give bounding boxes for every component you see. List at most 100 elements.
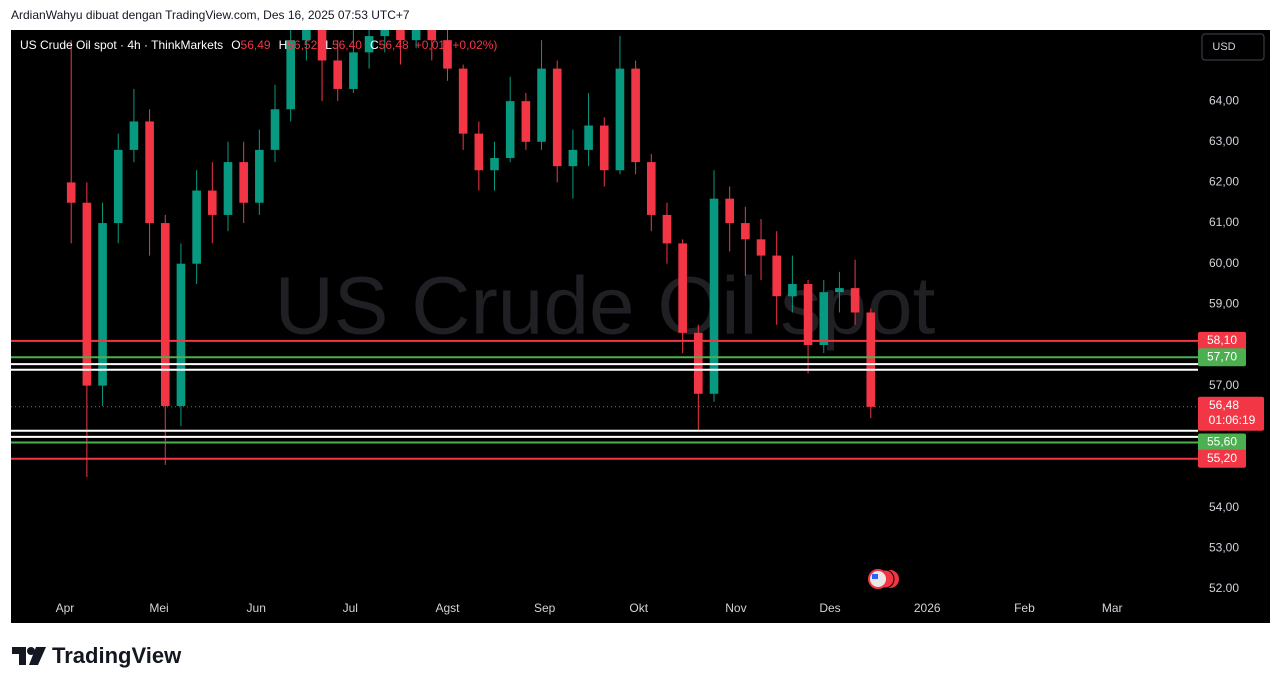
candle-body bbox=[113, 149, 123, 224]
y-tick-label: 53,00 bbox=[1209, 540, 1239, 554]
x-tick-label: Apr bbox=[56, 601, 75, 615]
brand: TradingView bbox=[12, 643, 181, 669]
candle-body bbox=[709, 198, 719, 394]
header: ArdianWahyu dibuat dengan TradingView.co… bbox=[11, 8, 410, 22]
candle-body bbox=[521, 101, 531, 142]
candle-body bbox=[537, 68, 546, 142]
x-tick-label: Jul bbox=[343, 601, 358, 615]
x-tick-label: Des bbox=[819, 601, 840, 615]
y-tick-label: 61,00 bbox=[1209, 215, 1239, 229]
level-label-bg bbox=[1198, 331, 1246, 350]
candle-body bbox=[552, 68, 562, 167]
level-label: 57,70 bbox=[1207, 349, 1237, 363]
candle-body bbox=[239, 162, 248, 203]
overlay: US Crude Oil spot · 4h · ThinkMarkets O56… bbox=[11, 38, 1264, 468]
candle-body bbox=[741, 223, 750, 240]
legend-title: US Crude Oil spot · 4h · ThinkMarkets bbox=[20, 38, 223, 52]
candle-body bbox=[223, 162, 233, 215]
candle-body bbox=[333, 60, 343, 89]
candle-body bbox=[411, 30, 421, 41]
y-tick-label: 64,00 bbox=[1209, 93, 1239, 107]
candle-body bbox=[678, 243, 687, 333]
candle-body bbox=[458, 68, 468, 134]
level-label: 55,20 bbox=[1207, 451, 1237, 465]
candle-body bbox=[725, 198, 734, 224]
legend-key: C bbox=[370, 38, 379, 52]
y-tick-label: 63,00 bbox=[1209, 134, 1239, 148]
candle-body bbox=[176, 263, 186, 406]
candle-body bbox=[772, 255, 782, 297]
legend-key: O bbox=[231, 38, 240, 52]
x-tick-label: Jun bbox=[247, 601, 266, 615]
candle-body bbox=[349, 52, 358, 89]
candle-body bbox=[396, 30, 405, 41]
y-tick-label: 54,00 bbox=[1209, 500, 1239, 514]
legend-value: 56,52 bbox=[287, 38, 317, 52]
level-label: 55,60 bbox=[1207, 435, 1237, 449]
x-tick-label: Mar bbox=[1102, 601, 1123, 615]
candle-body bbox=[819, 292, 829, 345]
candle-body bbox=[835, 288, 844, 293]
candle-body bbox=[490, 158, 499, 171]
candle-body bbox=[568, 149, 578, 167]
level-label: 58,10 bbox=[1207, 333, 1237, 347]
legend: US Crude Oil spot · 4h · ThinkMarkets O56… bbox=[20, 38, 497, 52]
candle-body bbox=[850, 288, 860, 313]
x-tick-label: Nov bbox=[725, 601, 746, 615]
x-tick-label: Mei bbox=[149, 601, 168, 615]
x-tick-label: Feb bbox=[1014, 601, 1035, 615]
currency-button[interactable] bbox=[1201, 33, 1265, 61]
level-label-bg bbox=[1198, 433, 1246, 452]
candle-body bbox=[286, 40, 296, 110]
last-price-label: 56,48 bbox=[1209, 398, 1239, 412]
candle-body bbox=[98, 223, 107, 386]
candle-body bbox=[66, 182, 76, 203]
candle-body bbox=[584, 125, 593, 150]
y-tick-label: 60,00 bbox=[1209, 256, 1239, 270]
chart: US Crude Oil spot US Crude Oil spot · 4h… bbox=[11, 30, 1270, 623]
candle-body bbox=[474, 133, 484, 171]
last-price-bg bbox=[1198, 396, 1264, 431]
level-label-bg bbox=[1198, 348, 1246, 367]
candle-body bbox=[364, 36, 374, 53]
candle-body bbox=[646, 162, 656, 215]
y-tick-label: 59,00 bbox=[1209, 297, 1239, 311]
legend-value: 56,48 bbox=[379, 38, 409, 52]
candle-body bbox=[129, 121, 139, 150]
candle-body bbox=[443, 40, 452, 69]
brand-name: TradingView bbox=[52, 643, 182, 668]
chart-background bbox=[11, 30, 1270, 623]
event-flag[interactable] bbox=[868, 569, 899, 589]
candle-body bbox=[427, 30, 437, 41]
candle-body bbox=[615, 68, 625, 171]
y-tick-label: 52.00 bbox=[1209, 581, 1239, 595]
candle-body bbox=[270, 109, 280, 150]
candle-body bbox=[192, 190, 201, 264]
x-tick-label: 2026 bbox=[914, 601, 941, 615]
candle-body bbox=[255, 149, 264, 203]
legend-key: H bbox=[279, 38, 288, 52]
x-tick-label: Sep bbox=[534, 601, 556, 615]
brand-logo bbox=[12, 647, 46, 665]
candle-body bbox=[207, 190, 217, 215]
countdown: 01:06:19 bbox=[1209, 413, 1256, 427]
y-tick-label: 62,00 bbox=[1209, 175, 1239, 189]
candle-body bbox=[788, 284, 797, 297]
currency[interactable]: USD bbox=[1212, 41, 1235, 53]
candle-body bbox=[631, 68, 640, 163]
candle-body bbox=[302, 30, 311, 41]
candle-body bbox=[756, 239, 766, 256]
candle-body bbox=[145, 121, 154, 224]
candle-body bbox=[160, 223, 170, 406]
candle-body bbox=[866, 312, 876, 407]
legend-value: 56,49 bbox=[241, 38, 271, 52]
candle-body bbox=[662, 214, 672, 244]
watermark: US Crude Oil spot bbox=[275, 261, 936, 352]
y-tick-label: 57,00 bbox=[1209, 378, 1239, 392]
candle-body bbox=[505, 101, 515, 159]
candle-body bbox=[82, 202, 92, 386]
level-label-bg bbox=[1198, 449, 1246, 468]
legend-value: 56,40 bbox=[332, 38, 362, 52]
candle-body bbox=[599, 125, 609, 171]
